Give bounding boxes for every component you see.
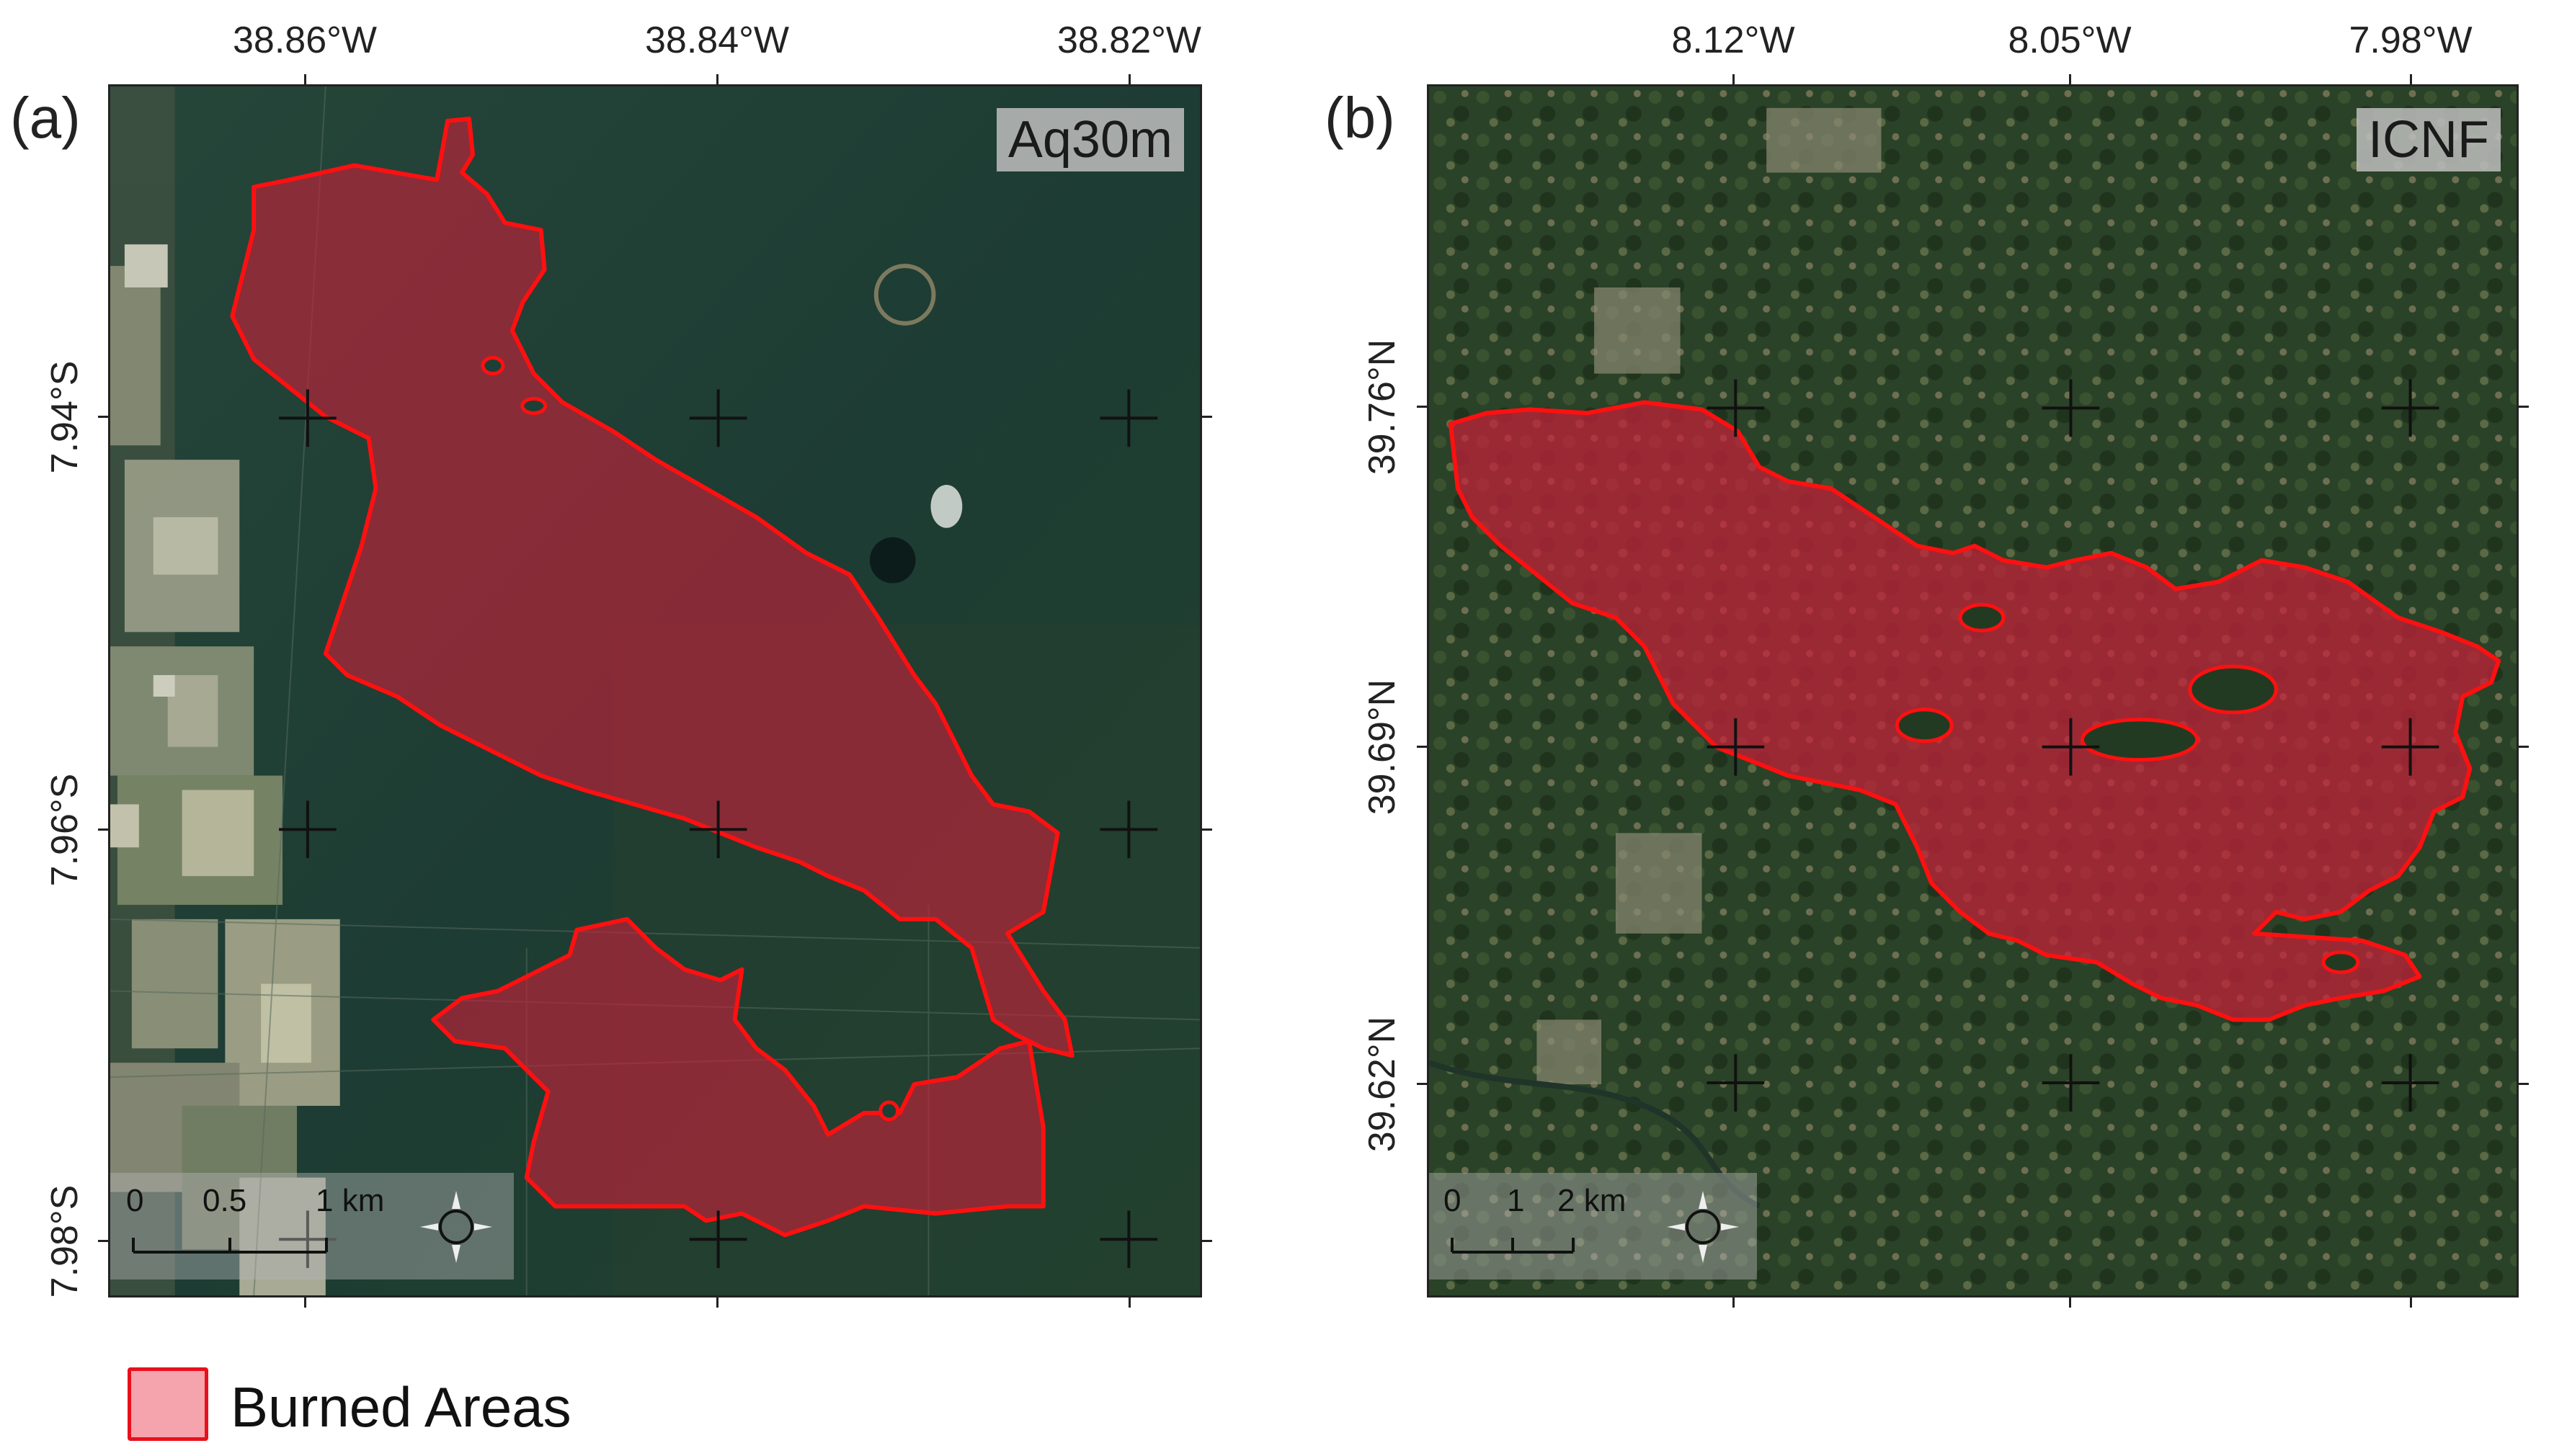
lat-label-a-1: 7.94°S xyxy=(44,360,86,474)
tick-bottom-a-2 xyxy=(716,1298,718,1308)
tick-left-b-1 xyxy=(1417,406,1427,408)
scalebar-a: 0 0.5 1 km xyxy=(110,1173,514,1279)
agricultural-fields xyxy=(110,86,340,1295)
tick-left-a-3 xyxy=(98,1240,108,1242)
lat-label-b-2: 39.69°N xyxy=(1361,679,1403,816)
scale-b-mid: 1 xyxy=(1507,1183,1525,1218)
scale-a-zero: 0 xyxy=(126,1183,144,1218)
scale-a-mid: 0.5 xyxy=(203,1183,247,1218)
lon-label-b-2: 8.05°W xyxy=(2008,19,2132,61)
compass-north-arrow-icon xyxy=(1667,1191,1739,1263)
scale-b-end: 2 km xyxy=(1557,1183,1627,1218)
map-panel-b[interactable]: ICNF 0 1 2 km xyxy=(1427,84,2519,1298)
map-panel-a[interactable]: Aq30m 0 0.5 1 km xyxy=(108,84,1202,1298)
lon-label-a-1: 38.86°W xyxy=(232,19,378,61)
legend-burned-label: Burned Areas xyxy=(231,1375,571,1439)
tick-right-a-1 xyxy=(1202,416,1212,418)
lat-label-b-3: 39.62°N xyxy=(1361,1016,1403,1153)
satellite-imagery-b xyxy=(1429,86,2517,1295)
scalebar-b: 0 1 2 km xyxy=(1429,1173,1757,1279)
lon-label-a-3: 38.82°W xyxy=(1056,19,1202,61)
lon-label-a-2: 38.84°W xyxy=(644,19,790,61)
unburned-islands xyxy=(1895,602,2360,975)
panel-b-letter: (b) xyxy=(1325,86,1395,150)
graticule-crosshairs xyxy=(1707,379,2439,1112)
graticule-crosshairs xyxy=(279,389,1158,1269)
legend-burned-swatch xyxy=(128,1367,208,1441)
tick-top-b-3 xyxy=(2410,74,2412,84)
tick-right-a-3 xyxy=(1202,1240,1212,1242)
unburned-islands xyxy=(481,356,900,1122)
burned-area-polygons xyxy=(230,116,1074,1238)
tick-bottom-a-3 xyxy=(1129,1298,1131,1308)
tick-right-b-2 xyxy=(2519,746,2529,748)
river-line xyxy=(1429,1060,1761,1210)
source-badge-a: Aq30m xyxy=(996,108,1184,171)
satellite-imagery-a xyxy=(110,86,1200,1295)
dark-patch xyxy=(869,537,916,584)
tick-right-b-3 xyxy=(2519,1083,2529,1085)
tick-left-a-1 xyxy=(98,416,108,418)
tick-bottom-b-3 xyxy=(2410,1298,2412,1308)
lon-label-b-3: 7.98°W xyxy=(2349,19,2473,61)
compass-north-arrow-icon xyxy=(420,1191,492,1263)
lat-label-a-3: 7.98°S xyxy=(44,1184,86,1298)
circular-feature xyxy=(873,264,936,326)
settlement-areas xyxy=(1536,107,1882,1085)
scale-b-zero: 0 xyxy=(1443,1183,1461,1218)
tick-bottom-a-1 xyxy=(304,1298,306,1308)
tick-left-b-3 xyxy=(1417,1083,1427,1085)
tick-bottom-b-2 xyxy=(2069,1298,2071,1308)
scale-ruler-b xyxy=(1451,1238,1575,1254)
scale-ruler-a xyxy=(132,1238,328,1254)
tick-right-b-1 xyxy=(2519,406,2529,408)
tick-top-a-1 xyxy=(304,74,306,84)
tick-right-a-2 xyxy=(1202,829,1212,831)
tick-top-a-2 xyxy=(716,74,718,84)
cloud-patch xyxy=(930,485,963,528)
lat-label-a-2: 7.96°S xyxy=(44,773,86,887)
burned-area-polygons xyxy=(1448,400,2501,1022)
panel-a-letter: (a) xyxy=(10,86,81,150)
tick-top-b-2 xyxy=(2069,74,2071,84)
tick-top-a-3 xyxy=(1129,74,1131,84)
tick-left-b-2 xyxy=(1417,746,1427,748)
tick-bottom-b-1 xyxy=(1732,1298,1735,1308)
tick-top-b-1 xyxy=(1732,74,1735,84)
lon-label-b-1: 8.12°W xyxy=(1671,19,1795,61)
tick-left-a-2 xyxy=(98,829,108,831)
source-badge-b: ICNF xyxy=(2357,108,2501,171)
lat-label-b-1: 39.76°N xyxy=(1361,339,1403,475)
scale-a-end: 1 km xyxy=(316,1183,385,1218)
